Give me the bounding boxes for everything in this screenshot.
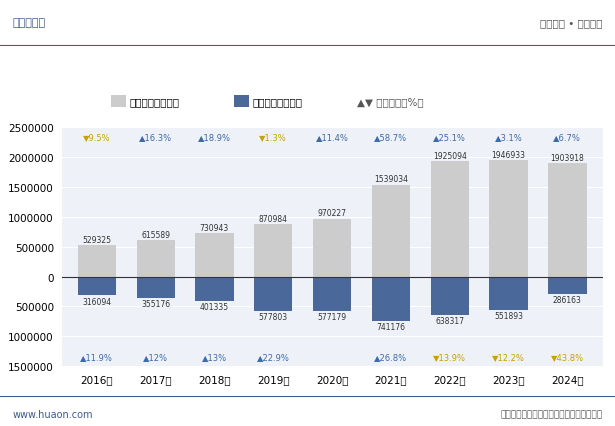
Text: 华经情报网: 华经情报网: [12, 18, 46, 29]
Bar: [549, 277, 587, 294]
Bar: [430, 277, 469, 315]
Text: 870984: 870984: [259, 215, 288, 224]
Bar: [137, 240, 175, 277]
Text: 进口额（万美元）: 进口额（万美元）: [252, 97, 302, 106]
Text: ▼9.5%: ▼9.5%: [83, 132, 111, 141]
Text: 970227: 970227: [317, 209, 347, 218]
Bar: [372, 185, 410, 277]
Text: 551893: 551893: [494, 311, 523, 320]
Bar: [111, 95, 126, 107]
Bar: [254, 225, 292, 277]
Bar: [372, 277, 410, 321]
Text: 286163: 286163: [553, 295, 582, 304]
Bar: [196, 277, 234, 301]
Text: ▲26.8%: ▲26.8%: [375, 353, 408, 362]
Text: 730943: 730943: [200, 223, 229, 232]
Bar: [313, 277, 351, 311]
Text: ▲18.9%: ▲18.9%: [198, 132, 231, 141]
Bar: [196, 233, 234, 277]
Text: 出口额（万美元）: 出口额（万美元）: [129, 97, 179, 106]
Text: 1946933: 1946933: [491, 151, 526, 160]
Text: ▲11.4%: ▲11.4%: [315, 132, 349, 141]
Text: ▲▼ 同比增长（%）: ▲▼ 同比增长（%）: [357, 97, 423, 106]
Bar: [254, 277, 292, 311]
Text: ▲6.7%: ▲6.7%: [554, 132, 581, 141]
Text: 2016-2024年11月济南市(境内目的地/货源地)进、出口额: 2016-2024年11月济南市(境内目的地/货源地)进、出口额: [165, 58, 450, 74]
Text: 638317: 638317: [435, 316, 464, 325]
Text: 577179: 577179: [317, 312, 347, 321]
Text: 355176: 355176: [141, 299, 170, 308]
Text: 1539034: 1539034: [374, 175, 408, 184]
Text: ▼12.2%: ▼12.2%: [492, 353, 525, 362]
Bar: [77, 245, 116, 277]
Text: 401335: 401335: [200, 302, 229, 311]
Text: 577803: 577803: [259, 312, 288, 321]
Text: ▲22.9%: ▲22.9%: [257, 353, 290, 362]
Text: 专业严谨 • 客观科学: 专业严谨 • 客观科学: [540, 18, 603, 29]
Text: ▲11.9%: ▲11.9%: [81, 353, 113, 362]
Text: 1925094: 1925094: [433, 152, 467, 161]
Text: ▲3.1%: ▲3.1%: [494, 132, 523, 141]
Text: ▼1.3%: ▼1.3%: [260, 132, 287, 141]
Bar: [77, 277, 116, 296]
Text: ▲13%: ▲13%: [202, 353, 227, 362]
Bar: [549, 163, 587, 277]
Text: 1903918: 1903918: [550, 153, 584, 162]
Bar: [430, 162, 469, 277]
Bar: [490, 161, 528, 277]
Text: ▲12%: ▲12%: [143, 353, 168, 362]
Text: ▲16.3%: ▲16.3%: [139, 132, 172, 141]
Text: ▲58.7%: ▲58.7%: [375, 132, 408, 141]
Bar: [313, 219, 351, 277]
Text: ▲25.1%: ▲25.1%: [434, 132, 466, 141]
Text: www.huaon.com: www.huaon.com: [12, 409, 93, 419]
Text: ▼43.8%: ▼43.8%: [551, 353, 584, 362]
Bar: [137, 277, 175, 298]
Text: 529325: 529325: [82, 235, 111, 244]
Bar: [234, 95, 249, 107]
Text: 741176: 741176: [376, 322, 405, 331]
Text: 615589: 615589: [141, 230, 170, 239]
Text: ▼13.9%: ▼13.9%: [433, 353, 466, 362]
Text: 316094: 316094: [82, 297, 111, 306]
Bar: [490, 277, 528, 310]
Text: 数据来源：中国海关，华经产业研究院整理: 数据来源：中国海关，华经产业研究院整理: [501, 409, 603, 419]
